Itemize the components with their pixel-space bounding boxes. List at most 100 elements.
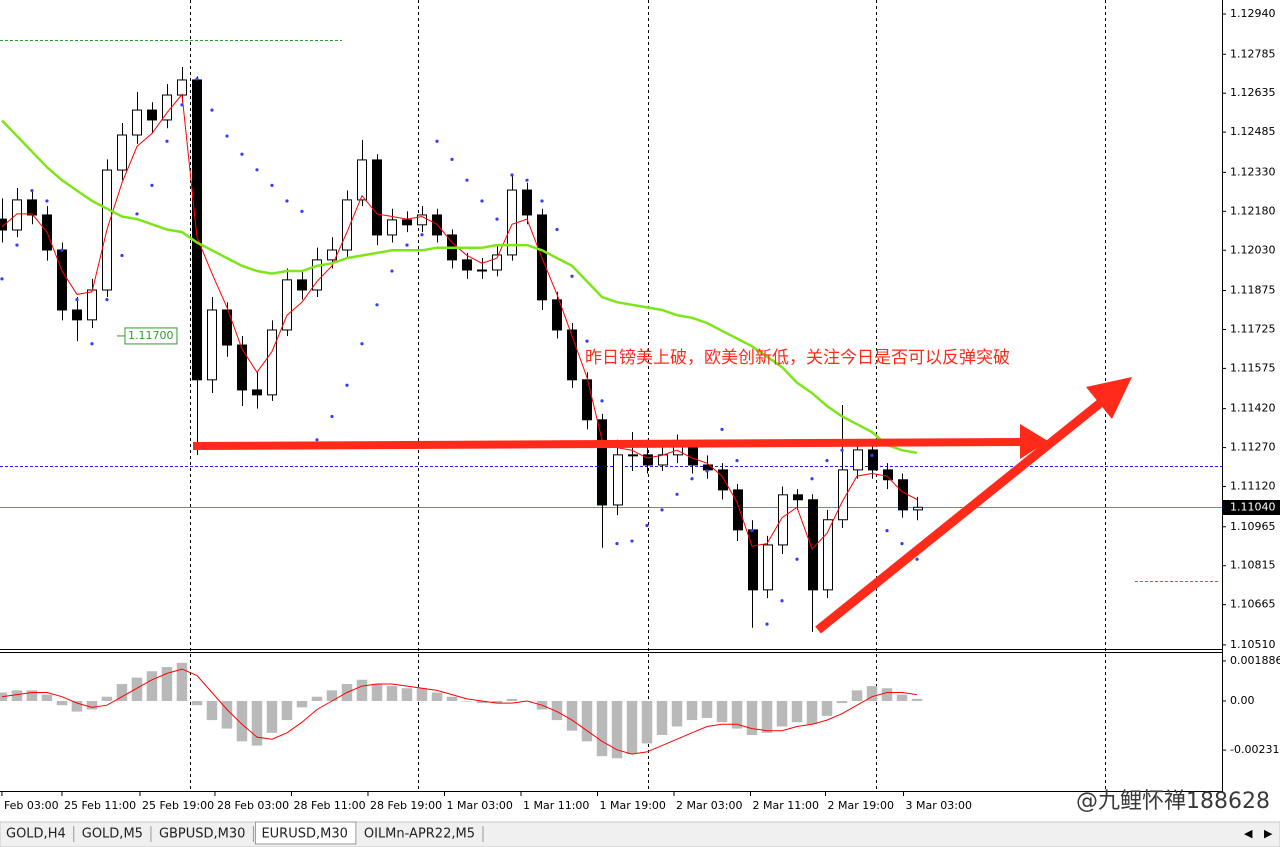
sar-dot (825, 458, 829, 463)
sar-dot (840, 448, 844, 452)
candle-body (27, 199, 37, 216)
candle-body (778, 494, 788, 546)
y-tick-label: 1.10965 (1230, 520, 1276, 533)
candle-body (853, 449, 863, 471)
histogram-bar (206, 700, 218, 721)
sar-dot (510, 173, 514, 177)
histogram-bar (611, 700, 623, 759)
candle-body (57, 249, 67, 311)
annotation: 昨日镑美上破，欧美创新低，关注今日是否可以反弹突破 (585, 348, 1010, 368)
candle-body (282, 279, 292, 331)
y-tick-label: 1.11270 (1230, 441, 1276, 454)
sar-dot (780, 599, 784, 603)
histogram-bar (716, 700, 728, 723)
histogram-bar (566, 700, 578, 731)
x-tick-label: 1 Mar 03:00 (446, 799, 512, 812)
sar-dot (705, 469, 709, 473)
sar-dot (180, 103, 184, 107)
histogram-bar (131, 677, 143, 701)
histogram-bar (146, 671, 158, 701)
candle-body (613, 454, 623, 506)
sar-dot (0, 277, 4, 281)
histogram-bar (251, 700, 263, 746)
x-tick-label: 3 Mar 03:00 (906, 799, 972, 812)
scroll-left[interactable]: ◀ (1244, 827, 1253, 840)
x-tick-label: 28 Feb 03:00 (217, 799, 289, 812)
active-tab (254, 821, 357, 845)
sar-dot (195, 77, 199, 81)
y-tick-label: 1.12635 (1230, 86, 1276, 99)
candle-body (718, 469, 728, 491)
sar-dot (375, 303, 379, 307)
x-tick-label: 28 Feb 19:00 (370, 799, 442, 812)
candle-body (372, 159, 382, 236)
histogram-bar (866, 686, 878, 701)
candle-body (417, 214, 427, 226)
candle-body (402, 219, 412, 226)
sar-dot (900, 542, 904, 546)
sar-dot (90, 342, 94, 346)
histogram-bar (821, 700, 833, 716)
x-tick-label: 2 Mar 11:00 (753, 799, 819, 812)
sar-dot (270, 183, 274, 187)
candle-body (567, 329, 577, 381)
x-tick-label: 1 Mar 11:00 (523, 799, 589, 812)
histogram-bar (356, 679, 368, 701)
candle-body (688, 444, 698, 466)
histogram-bar (686, 700, 698, 721)
histogram-bar (281, 700, 293, 721)
candle-body (342, 199, 352, 251)
watermark: @九鲤怀禅188628 (1076, 789, 1270, 814)
histogram-bar (626, 700, 638, 755)
sar-dot (645, 523, 649, 528)
sar-dot (525, 178, 529, 182)
candle-body (838, 469, 848, 521)
sar-dot (915, 557, 919, 561)
candle-body (582, 379, 592, 421)
histogram-bar (401, 688, 413, 701)
y-tick-label: 0.00 (1230, 694, 1255, 707)
candle-body (312, 259, 322, 291)
y-tick-label: -0.002313 (1230, 743, 1280, 756)
sar-dot (795, 557, 799, 561)
bid-label-box (1223, 500, 1280, 515)
sar-dot (660, 508, 664, 512)
candle-body (597, 419, 607, 506)
moving-average (1, 93, 918, 550)
candle-body (267, 329, 277, 396)
histogram-bar (746, 700, 758, 735)
candle-body (72, 309, 82, 321)
histogram-bar (596, 700, 608, 757)
tab[interactable]: GOLD,M5 (82, 827, 143, 842)
sar-dot (585, 339, 589, 343)
scroll-right[interactable]: ▶ (1264, 827, 1273, 840)
y-tick-label: 1.12180 (1230, 204, 1276, 217)
sar-dot (45, 199, 49, 203)
candle-body (477, 269, 487, 272)
histogram-bar (761, 700, 773, 733)
tab[interactable]: GOLD,H4 (6, 827, 66, 842)
histogram-bar (431, 692, 443, 701)
histogram-bar (176, 662, 188, 701)
y-tick-label: 1.12330 (1230, 165, 1276, 178)
sar-dot (30, 188, 34, 193)
histogram-bar (326, 690, 338, 701)
candle-body (733, 489, 743, 531)
candle-body (703, 464, 713, 471)
bid-label: 1.11040 (1230, 501, 1276, 514)
histogram-bar (86, 700, 98, 710)
sar-dot (540, 199, 544, 203)
tab[interactable]: OILMn-APR22,M5 (364, 827, 475, 842)
histogram-bar (26, 690, 38, 701)
tab[interactable]: GBPUSD,M30 (159, 827, 246, 842)
histogram-bar (416, 688, 428, 701)
histogram-bar (731, 700, 743, 729)
candle-body (387, 219, 397, 236)
histogram-bar (266, 700, 278, 733)
histogram-bar (116, 683, 128, 701)
histogram-bar (11, 690, 23, 701)
tab[interactable]: EURUSD,M30 (261, 827, 347, 842)
sar-dot (360, 342, 364, 346)
y-tick-label: 1.10510 (1230, 638, 1276, 651)
y-tick-label: 1.11575 (1230, 361, 1276, 374)
